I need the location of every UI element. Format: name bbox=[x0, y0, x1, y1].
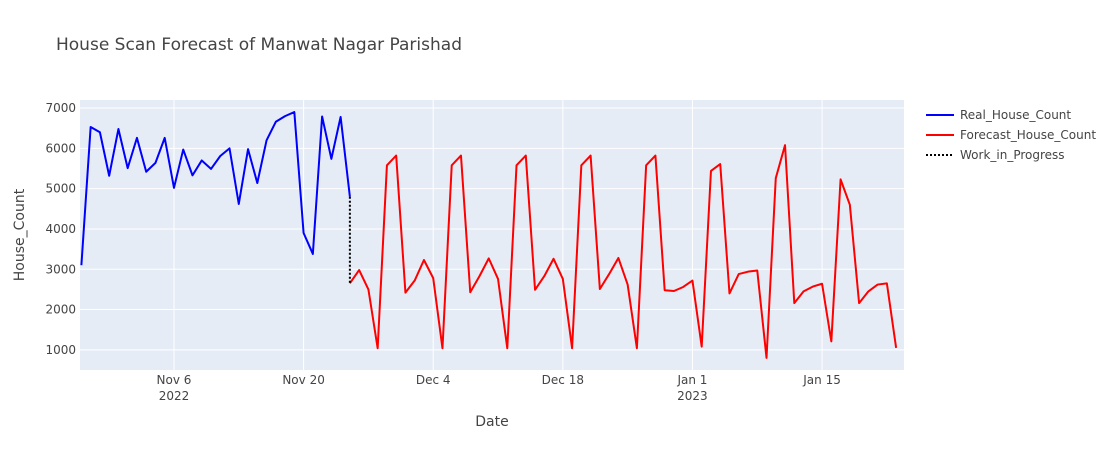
legend: Real_House_Count Forecast_House_Count Work… bbox=[926, 108, 1096, 162]
x-tick-label: Nov 20 bbox=[282, 373, 325, 387]
x-tick-labels: Nov 6 2022 Nov 20 Dec 4 Dec 18 Jan 1 2023 Jan 1… bbox=[157, 373, 841, 403]
x-tick-label: Dec 4 bbox=[416, 373, 451, 387]
x-tick-label: Nov 6 bbox=[157, 373, 192, 387]
legend-label: Work_in_Progress bbox=[960, 148, 1065, 162]
y-tick-label: 1000 bbox=[45, 343, 76, 357]
plot-background bbox=[80, 100, 904, 370]
x-axis-title: Date bbox=[475, 414, 508, 430]
series-layer bbox=[80, 111, 898, 359]
series-line-forecast-house-count bbox=[349, 144, 898, 359]
y-tick-label: 5000 bbox=[45, 182, 76, 196]
x-tick-year-label: 2022 bbox=[159, 389, 190, 403]
y-tick-label: 3000 bbox=[45, 262, 76, 276]
x-tick-label: Jan 15 bbox=[802, 373, 841, 387]
x-tick-year-label: 2023 bbox=[677, 389, 708, 403]
legend-label: Real_House_Count bbox=[960, 108, 1071, 122]
y-tick-label: 2000 bbox=[45, 303, 76, 317]
y-tick-label: 6000 bbox=[45, 141, 76, 155]
legend-label: Forecast_House_Count bbox=[960, 128, 1096, 142]
y-tick-labels: 1000 2000 3000 4000 5000 6000 7000 bbox=[45, 101, 76, 357]
y-tick-label: 7000 bbox=[45, 101, 76, 115]
grid-layer bbox=[80, 100, 904, 370]
y-axis-title: House_Count bbox=[12, 188, 28, 281]
chart-title: House Scan Forecast of Manwat Nagar Pari… bbox=[56, 35, 462, 55]
x-tick-label: Jan 1 bbox=[676, 373, 707, 387]
x-tick-label: Dec 18 bbox=[542, 373, 584, 387]
y-tick-label: 4000 bbox=[45, 222, 76, 236]
series-line-real-house-count bbox=[80, 111, 351, 266]
